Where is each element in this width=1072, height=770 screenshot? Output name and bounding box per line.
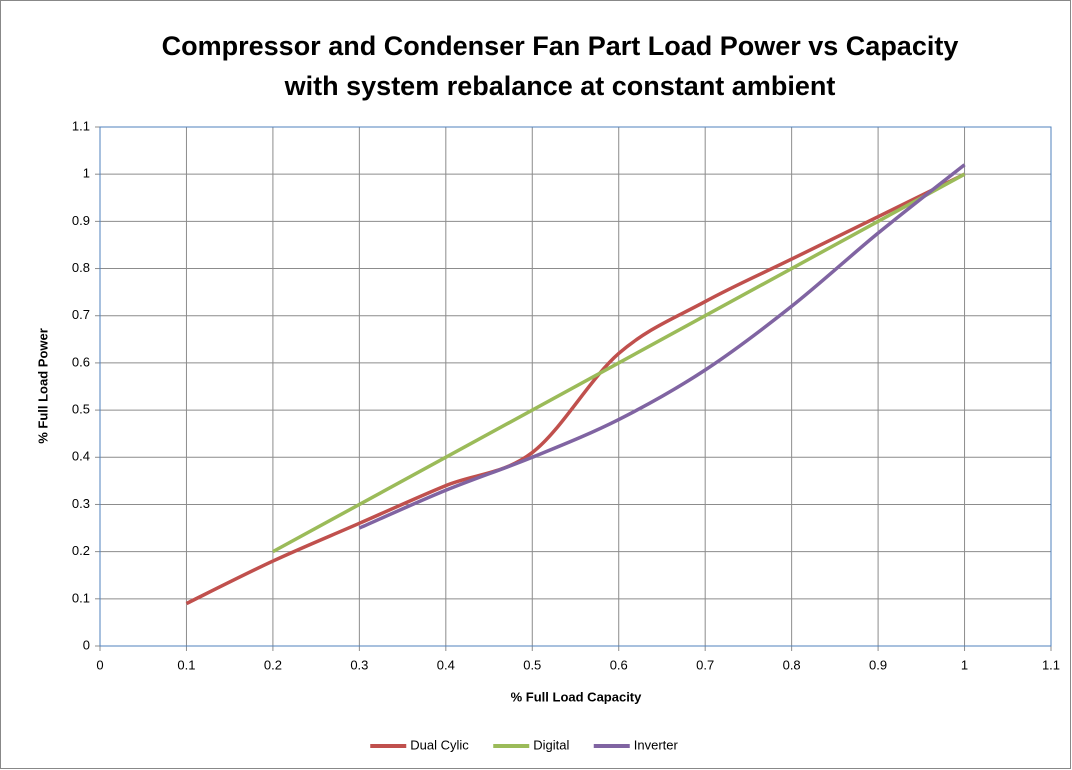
data-line (358, 163, 966, 530)
y-tick-label: 0.9 (72, 213, 90, 228)
legend-label: Dual Cylic (410, 737, 469, 752)
y-tick-label: 1.1 (72, 118, 90, 133)
x-tick-label: 1.1 (1042, 657, 1060, 672)
y-tick-label: 0.1 (72, 590, 90, 605)
legend-label: Inverter (634, 737, 679, 752)
y-tick-label: 0.7 (72, 307, 90, 322)
x-tick-label: 0.1 (177, 657, 195, 672)
y-tick-label: 1 (83, 166, 90, 181)
x-tick-label: 1 (961, 657, 968, 672)
y-tick-label: 0.2 (72, 543, 90, 558)
chart-subtitle: with system rebalance at constant ambien… (284, 71, 836, 101)
y-tick-label: 0.4 (72, 449, 90, 464)
x-tick-label: 0.4 (437, 657, 455, 672)
legend-label: Digital (533, 737, 569, 752)
x-tick-label: 0.5 (523, 657, 541, 672)
x-tick-label: 0.8 (783, 657, 801, 672)
x-axis-title: % Full Load Capacity (511, 689, 643, 704)
x-tick-label: 0.7 (696, 657, 714, 672)
y-tick-label: 0.3 (72, 496, 90, 511)
x-tick-label: 0.2 (264, 657, 282, 672)
chart-title: Compressor and Condenser Fan Part Load P… (162, 31, 959, 61)
y-axis-title: % Full Load Power (35, 328, 50, 444)
x-tick-label: 0 (96, 657, 103, 672)
y-tick-label: 0.8 (72, 260, 90, 275)
data-line (185, 172, 966, 606)
x-tick-label: 0.6 (610, 657, 628, 672)
x-tick-label: 0.3 (350, 657, 368, 672)
y-tick-label: 0.6 (72, 354, 90, 369)
data-line (272, 172, 966, 554)
x-tick-label: 0.9 (869, 657, 887, 672)
y-tick-label: 0.5 (72, 402, 90, 417)
plot-border (99, 126, 1052, 647)
y-tick-label: 0 (83, 637, 90, 652)
